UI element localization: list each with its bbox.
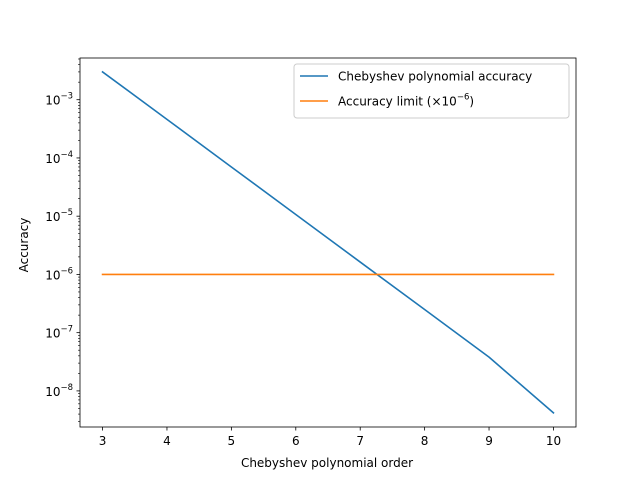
x-tick-label-5: 8 bbox=[421, 434, 429, 448]
y-tick-label-5: 10−8 bbox=[45, 383, 73, 399]
x-tick-label-1: 4 bbox=[163, 434, 171, 448]
legend: Chebyshev polynomial accuracy Accuracy li… bbox=[293, 63, 570, 119]
x-tick-label-2: 5 bbox=[228, 434, 236, 448]
series-line-0 bbox=[101, 70, 555, 414]
x-tick-label-3: 6 bbox=[292, 434, 300, 448]
y-tick-label-4: 10−7 bbox=[45, 325, 73, 341]
x-tick-label-4: 7 bbox=[356, 434, 364, 448]
y-tick-label-2: 10−5 bbox=[45, 208, 73, 224]
legend-label-0: Chebyshev polynomial accuracy bbox=[338, 70, 532, 84]
y-tick-label-3: 10−6 bbox=[45, 266, 73, 282]
plot-area bbox=[101, 70, 555, 414]
legend-label-1: Accuracy limit (×10−6) bbox=[338, 93, 474, 109]
x-tick-label-0: 3 bbox=[99, 434, 107, 448]
y-tick-label-0: 10−3 bbox=[45, 92, 73, 108]
legend-box bbox=[293, 63, 570, 119]
axes: 3 4 5 6 7 8 9 10 10−3 10−4 10−5 10−6 10−7 10−8 bbox=[45, 57, 577, 448]
x-tick-label-6: 9 bbox=[485, 434, 493, 448]
y-axis-label: Accuracy bbox=[17, 218, 31, 273]
y-tick-label-1: 10−4 bbox=[45, 150, 73, 166]
x-axis-label: Chebyshev polynomial order bbox=[241, 456, 413, 470]
x-tick-label-7: 10 bbox=[546, 434, 561, 448]
axes-frame bbox=[79, 57, 577, 428]
